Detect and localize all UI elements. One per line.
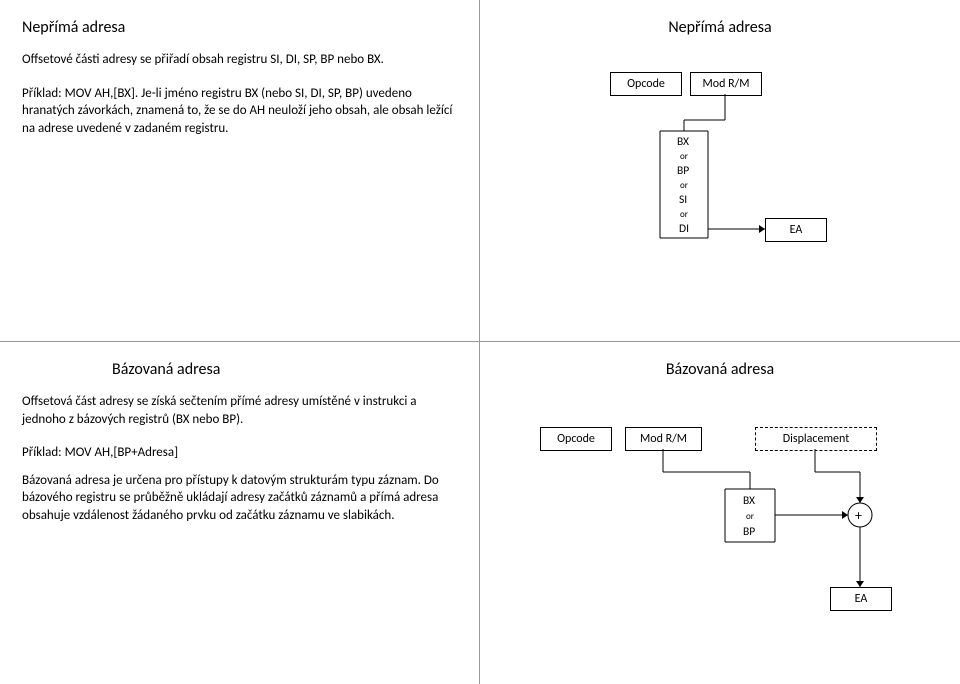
- q4-wires: [480, 342, 960, 684]
- plus-label: +: [855, 507, 862, 524]
- opcode-label: Opcode: [627, 77, 665, 91]
- q3-p3: Bázovaná adresa je určena pro přístupy k…: [22, 472, 457, 525]
- reg-si: SI: [679, 193, 687, 207]
- or-1: or: [680, 151, 688, 162]
- q1-p1: Offsetové části adresy se přiřadí obsah …: [22, 51, 457, 69]
- q3-title: Bázovaná adresa: [112, 360, 457, 379]
- q2-wires: [480, 0, 960, 342]
- modrm-label: Mod R/M: [702, 77, 749, 91]
- panel-q3: Bázovaná adresa Offsetová část adresy se…: [0, 342, 480, 684]
- q3-p1: Offsetová část adresy se získá sečtením …: [22, 393, 457, 428]
- q1-title: Nepřímá adresa: [22, 18, 457, 37]
- or-3: or: [680, 209, 688, 220]
- ea-box: EA: [765, 218, 827, 242]
- q4-modrm-label: Mod R/M: [640, 432, 687, 446]
- q4-opcode-box: Opcode: [540, 427, 612, 451]
- modrm-box: Mod R/M: [690, 72, 762, 96]
- q4-opcode-label: Opcode: [557, 432, 595, 446]
- q3-p2: Příklad: MOV AH,[BP+Adresa]: [22, 444, 457, 462]
- opcode-box: Opcode: [610, 72, 682, 96]
- panel-q2: Nepřímá adresa Opcode Mod R/M BX or BP o…: [480, 0, 960, 342]
- q4-bx: BX: [743, 494, 755, 508]
- reg-bp: BP: [677, 164, 689, 178]
- q4-bp: BP: [743, 525, 755, 539]
- q2-title: Nepřímá adresa: [502, 18, 938, 37]
- reg-di: DI: [679, 222, 689, 236]
- or-2: or: [680, 180, 688, 191]
- q1-p2: Příklad: MOV AH,[BX]. Je-li jméno regist…: [22, 85, 457, 138]
- q4-ea-label: EA: [855, 592, 868, 606]
- q4-modrm-box: Mod R/M: [625, 427, 702, 451]
- q4-title: Bázovaná adresa: [502, 360, 938, 379]
- q4-or: or: [746, 511, 754, 522]
- q4-ea-box: EA: [830, 587, 892, 611]
- q4-disp-label: Displacement: [783, 432, 849, 446]
- panel-q4: Bázovaná adresa Opcode Mod R/M Displacem…: [480, 342, 960, 684]
- ea-label: EA: [790, 223, 803, 237]
- q4-disp-box: Displacement: [755, 427, 877, 451]
- reg-bx: BX: [677, 135, 689, 149]
- panel-q1: Nepřímá adresa Offsetové části adresy se…: [0, 0, 480, 342]
